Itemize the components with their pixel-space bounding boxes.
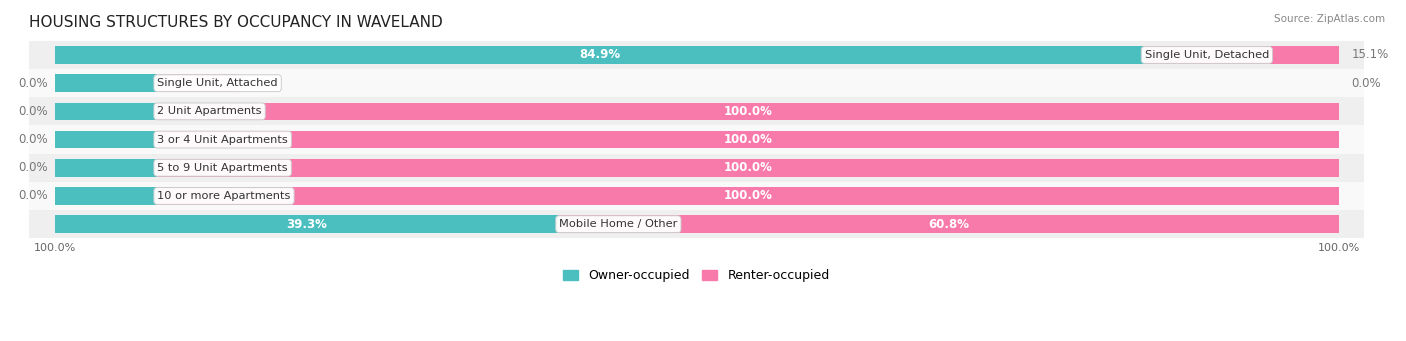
Bar (30, 97, 1364, 125)
Bar (30, 182, 1364, 210)
Legend: Owner-occupied, Renter-occupied: Owner-occupied, Renter-occupied (558, 264, 835, 287)
Bar (157, 131, 1339, 148)
Bar (55, 74, 157, 92)
Bar (30, 154, 1364, 182)
Text: 84.9%: 84.9% (579, 48, 620, 61)
Bar (157, 159, 1339, 177)
Bar (30, 69, 1364, 97)
Text: 2 Unit Apartments: 2 Unit Apartments (157, 106, 262, 116)
Text: Source: ZipAtlas.com: Source: ZipAtlas.com (1274, 14, 1385, 24)
Text: 100.0%: 100.0% (724, 133, 772, 146)
Text: 0.0%: 0.0% (18, 190, 48, 203)
Bar (157, 187, 1339, 205)
Bar (30, 125, 1364, 154)
Bar (55, 216, 560, 233)
Bar (157, 103, 1339, 120)
Text: Mobile Home / Other: Mobile Home / Other (560, 219, 678, 229)
Text: 15.1%: 15.1% (1351, 48, 1389, 61)
Text: 60.8%: 60.8% (928, 218, 969, 231)
Text: 100.0%: 100.0% (724, 161, 772, 174)
Bar (55, 159, 157, 177)
Text: Single Unit, Detached: Single Unit, Detached (1144, 50, 1270, 60)
Bar (1144, 46, 1339, 64)
Text: HOUSING STRUCTURES BY OCCUPANCY IN WAVELAND: HOUSING STRUCTURES BY OCCUPANCY IN WAVEL… (30, 15, 443, 30)
Text: 100.0%: 100.0% (724, 190, 772, 203)
Text: 0.0%: 0.0% (18, 161, 48, 174)
Text: 0.0%: 0.0% (18, 77, 48, 90)
Text: 0.0%: 0.0% (18, 133, 48, 146)
Bar (55, 103, 157, 120)
Bar (560, 216, 1339, 233)
Bar (55, 131, 157, 148)
Bar (30, 41, 1364, 69)
Text: 5 to 9 Unit Apartments: 5 to 9 Unit Apartments (157, 163, 288, 173)
Bar (55, 187, 157, 205)
Text: 10 or more Apartments: 10 or more Apartments (157, 191, 291, 201)
Bar (30, 210, 1364, 238)
Text: 0.0%: 0.0% (1351, 77, 1381, 90)
Text: 39.3%: 39.3% (287, 218, 328, 231)
Bar (55, 46, 1144, 64)
Text: 100.0%: 100.0% (724, 105, 772, 118)
Bar (157, 74, 239, 92)
Text: 3 or 4 Unit Apartments: 3 or 4 Unit Apartments (157, 135, 288, 145)
Text: 0.0%: 0.0% (18, 105, 48, 118)
Text: Single Unit, Attached: Single Unit, Attached (157, 78, 278, 88)
